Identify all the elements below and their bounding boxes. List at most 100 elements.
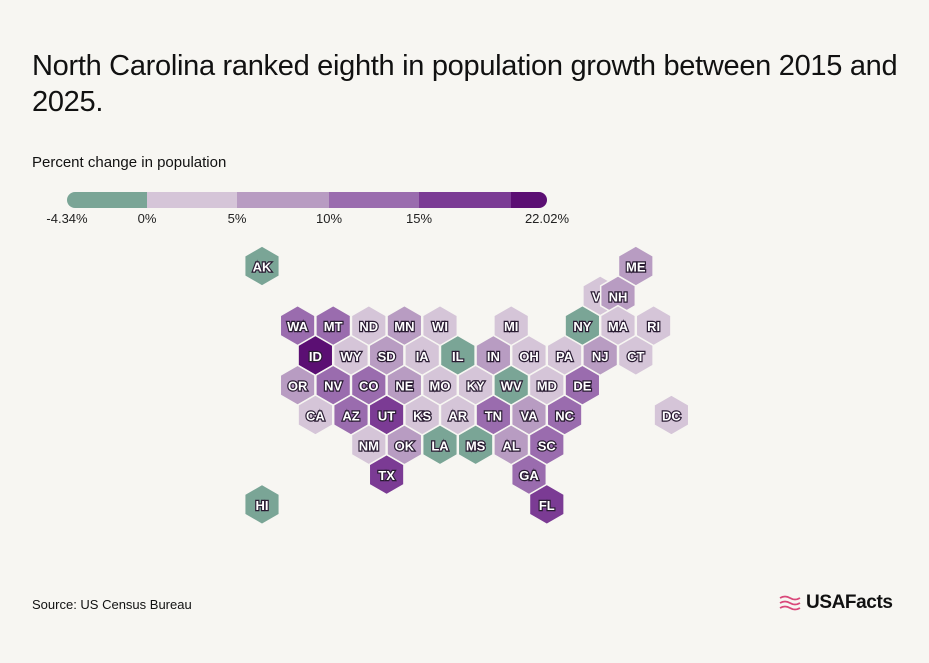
- state-hex-ny: NY: [564, 304, 601, 347]
- state-hex-ga: GA: [510, 453, 548, 496]
- state-hex-nd: ND: [350, 304, 387, 347]
- state-hex-hi: HI: [243, 483, 281, 526]
- legend-segment: [511, 192, 547, 208]
- state-hex-ut: UT: [368, 394, 405, 436]
- state-label: MN: [394, 319, 414, 334]
- state-label: PA: [556, 349, 574, 364]
- state-label: WY: [341, 349, 362, 364]
- state-label: VA: [520, 409, 538, 424]
- state-label: NC: [555, 409, 574, 424]
- state-label: ID: [309, 349, 322, 364]
- legend-tick-label: 10%: [315, 211, 343, 226]
- state-label: CA: [306, 409, 325, 424]
- state-hex-ri: RI: [635, 304, 672, 347]
- state-label: KS: [413, 409, 431, 424]
- state-label: IL: [452, 349, 464, 364]
- state-label: FL: [539, 498, 555, 513]
- state-hex-shape: [297, 394, 334, 436]
- legend-segment: [419, 192, 511, 208]
- state-hex-mi: MI: [493, 304, 530, 347]
- state-hex-dc: DC: [653, 394, 690, 436]
- state-label: WV: [501, 379, 522, 394]
- brand-name: USAFacts: [806, 592, 893, 613]
- state-label: OR: [288, 379, 308, 394]
- state-hex-nc: NC: [546, 394, 583, 436]
- state-hex-la: LA: [421, 423, 459, 466]
- legend-tick-label: 15%: [405, 211, 433, 226]
- state-label: MS: [466, 438, 486, 453]
- state-hex-shape: [243, 483, 281, 526]
- state-label: NM: [359, 438, 379, 453]
- state-label: SD: [378, 349, 396, 364]
- legend-color-scale: [67, 192, 547, 208]
- state-label: MT: [324, 319, 343, 334]
- state-hex-tx: TX: [368, 453, 405, 496]
- state-label: OH: [519, 349, 539, 364]
- state-label: UT: [378, 409, 395, 424]
- state-hex-ma: MA: [599, 304, 637, 347]
- source-note: Source: US Census Bureau: [32, 597, 192, 612]
- state-hex-tn: TN: [475, 394, 512, 436]
- state-hex-ms: MS: [457, 423, 494, 466]
- state-hex-shape: [617, 334, 654, 377]
- state-label: MO: [430, 379, 451, 394]
- state-hex-ct: CT: [617, 334, 654, 377]
- state-hex-de: DE: [564, 364, 601, 407]
- state-label: DE: [573, 379, 591, 394]
- state-label: WI: [432, 319, 448, 334]
- state-hex-ok: OK: [386, 423, 423, 466]
- legend-segment: [237, 192, 329, 208]
- state-hex-ne: NE: [386, 364, 423, 407]
- state-label: CT: [627, 349, 644, 364]
- brand-logo: USAFacts: [778, 592, 893, 614]
- state-label: AR: [448, 409, 467, 424]
- state-label: DC: [662, 409, 681, 424]
- state-hex-pa: PA: [546, 334, 583, 377]
- state-label: AZ: [342, 409, 359, 424]
- chart-title: North Carolina ranked eighth in populati…: [32, 50, 898, 118]
- state-hex-fl: FL: [528, 483, 565, 526]
- state-label: TX: [378, 468, 395, 483]
- state-label: MI: [504, 319, 518, 334]
- state-label: TN: [485, 409, 502, 424]
- state-hex-shape: [457, 423, 494, 466]
- state-label: ME: [626, 260, 646, 275]
- state-hex-shape: [421, 423, 459, 466]
- legend-segment: [67, 192, 147, 208]
- state-hex-shape: [653, 394, 690, 436]
- state-label: NV: [324, 379, 342, 394]
- state-label: SC: [538, 438, 557, 453]
- state-hex-al: AL: [493, 423, 530, 466]
- state-label: NE: [395, 379, 413, 394]
- state-hex-shape: [243, 245, 281, 287]
- state-hex-nj: NJ: [582, 334, 619, 377]
- state-label: NH: [609, 289, 628, 304]
- state-label: NY: [573, 319, 591, 334]
- state-label: LA: [431, 438, 449, 453]
- legend-tick-label: 22.02%: [524, 211, 570, 226]
- state-label: GA: [519, 468, 539, 483]
- state-hex-shape: [528, 483, 565, 526]
- state-label: AL: [503, 438, 520, 453]
- state-hex-in: IN: [475, 334, 512, 377]
- state-hex-mt: MT: [315, 304, 352, 347]
- state-label: HI: [256, 498, 269, 513]
- state-label: IA: [416, 349, 430, 364]
- state-label: MA: [608, 319, 629, 334]
- state-hex-wv: WV: [493, 364, 530, 407]
- state-hex-ar: AR: [439, 394, 476, 436]
- state-hex-nm: NM: [350, 423, 387, 466]
- state-label: NJ: [592, 349, 609, 364]
- legend-tick-label: -4.34%: [46, 211, 88, 226]
- flag-icon: [779, 595, 801, 611]
- state-label: WA: [287, 319, 309, 334]
- state-hex-wy: WY: [332, 334, 370, 377]
- state-label: IN: [487, 349, 500, 364]
- state-hex-ca: CA: [297, 394, 334, 436]
- state-hex-mn: MN: [386, 304, 423, 347]
- state-hex-nh: NH: [599, 274, 637, 317]
- state-label: CO: [359, 379, 379, 394]
- state-hex-shape: [368, 453, 405, 496]
